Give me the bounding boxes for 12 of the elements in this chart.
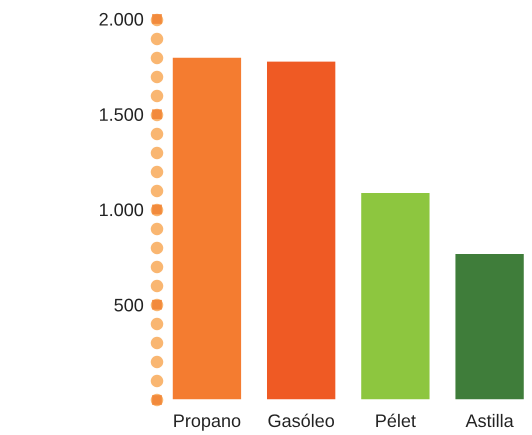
x-tick-label: Gasóleo bbox=[268, 414, 334, 428]
bar bbox=[454, 252, 526, 400]
x-tick-label: Propano bbox=[174, 414, 240, 431]
y-tick-label: 1.500 bbox=[100, 108, 144, 121]
y-tick-label: 500 bbox=[114, 298, 144, 312]
y-tick-label: 1.000 bbox=[100, 203, 144, 216]
y-tick-label: 2.000 bbox=[100, 12, 144, 26]
bar bbox=[360, 192, 431, 400]
x-tick-label: Pélet bbox=[376, 414, 416, 428]
bar bbox=[266, 60, 337, 400]
bar bbox=[171, 56, 242, 400]
x-tick-label: Astilla bbox=[466, 414, 514, 428]
